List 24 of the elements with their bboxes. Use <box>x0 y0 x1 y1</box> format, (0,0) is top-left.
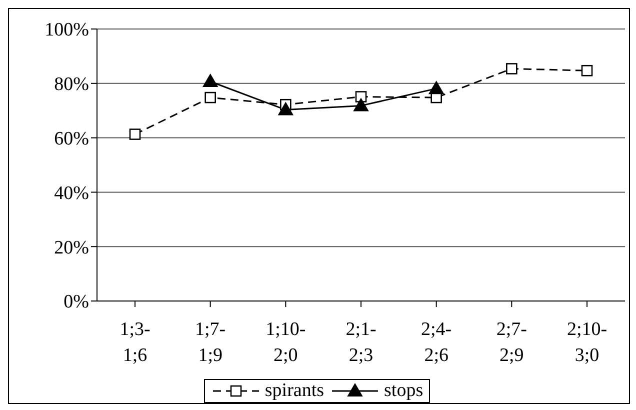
y-tick-label: 60% <box>54 128 90 150</box>
point <box>204 92 216 104</box>
legend-label: stops <box>384 380 424 402</box>
point <box>581 64 593 76</box>
point <box>355 91 367 102</box>
y-tick-label: 20% <box>54 237 90 258</box>
x-tick-label: 1;3- 1;6 <box>120 319 150 366</box>
point <box>354 98 368 112</box>
point <box>278 102 294 116</box>
x-tick-label: 2;1- 2;3 <box>346 319 376 366</box>
x-tick-label: 2;10- 3;0 <box>566 319 608 366</box>
y-tick-label: 100% <box>44 20 90 41</box>
y-tick-label: 0% <box>64 292 90 313</box>
x-tick-label: 2;7- 2;9 <box>496 319 527 366</box>
point <box>202 74 218 87</box>
legend-label: spirants <box>264 380 324 402</box>
y-tick-label: 40% <box>54 182 90 204</box>
point <box>428 81 444 94</box>
x-tick-label: 2;4- 2;6 <box>421 319 452 366</box>
y-tick-label: 80% <box>54 74 90 96</box>
point <box>129 128 141 140</box>
x-tick-label: 1;10- 2;0 <box>266 319 306 366</box>
point <box>506 63 518 74</box>
x-tick-label: 1;7- 1;9 <box>195 319 226 366</box>
